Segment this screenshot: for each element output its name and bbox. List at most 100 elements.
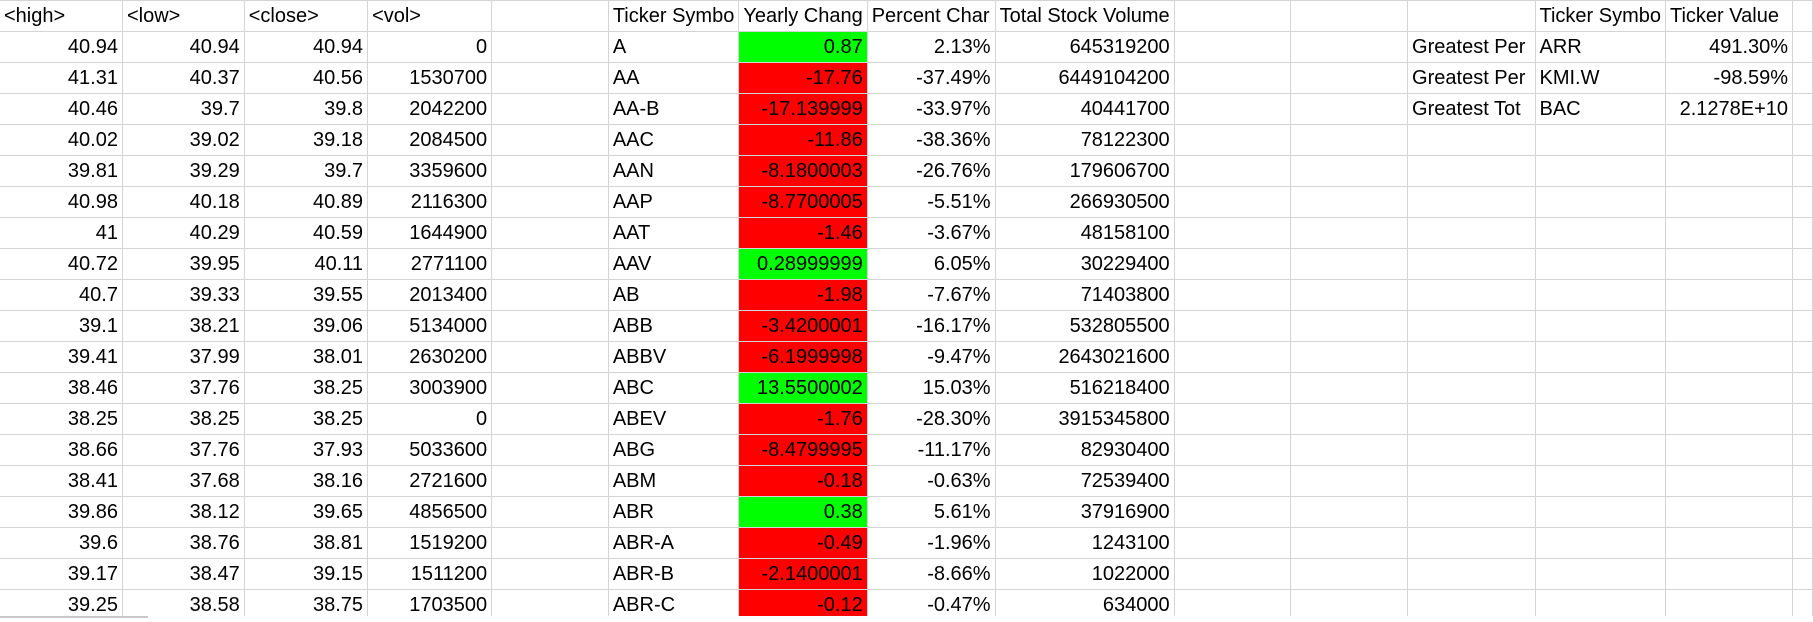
cell-empty[interactable]: [1174, 465, 1292, 497]
cell-total-stock-volume[interactable]: 71403800: [995, 279, 1175, 311]
cell-low[interactable]: 38.25: [122, 403, 245, 435]
cell-high[interactable]: 38.66: [0, 434, 123, 466]
cell-ticker[interactable]: AA: [608, 62, 740, 94]
cell-ticker[interactable]: ABR-C: [608, 589, 740, 621]
cell-total-stock-volume[interactable]: 1243100: [995, 527, 1175, 559]
cell-percent-change[interactable]: 2.13%: [867, 31, 996, 63]
cell-close[interactable]: 40.56: [244, 62, 369, 94]
cell-ticker[interactable]: A: [608, 31, 740, 63]
scrollbar-thumb[interactable]: [0, 616, 148, 618]
cell-low[interactable]: 37.99: [122, 341, 245, 373]
cell-empty[interactable]: [1407, 558, 1536, 590]
cell-empty[interactable]: [1535, 310, 1667, 342]
cell-yearly-change[interactable]: -0.12: [738, 589, 868, 621]
cell-empty[interactable]: [491, 372, 609, 404]
cell-empty[interactable]: [1174, 186, 1292, 218]
cell-empty[interactable]: [1407, 465, 1536, 497]
cell-percent-change[interactable]: -37.49%: [867, 62, 996, 94]
cell-empty[interactable]: [1407, 155, 1536, 187]
cell-empty[interactable]: [1535, 589, 1667, 621]
cell-low[interactable]: 40.94: [122, 31, 245, 63]
header-vol[interactable]: <vol>: [367, 0, 493, 32]
cell-percent-change[interactable]: 5.61%: [867, 496, 996, 528]
cell-empty[interactable]: [1174, 155, 1292, 187]
cell-total-stock-volume[interactable]: 48158100: [995, 217, 1175, 249]
cell-low[interactable]: 37.76: [122, 372, 245, 404]
cell-empty[interactable]: [1290, 217, 1409, 249]
cell-empty[interactable]: [1792, 124, 1813, 156]
cell-empty[interactable]: [1535, 403, 1667, 435]
cell-total-stock-volume[interactable]: 532805500: [995, 310, 1175, 342]
cell-vol[interactable]: 1644900: [367, 217, 493, 249]
cell-yearly-change[interactable]: -17.139999: [738, 93, 868, 125]
cell-empty[interactable]: [1792, 558, 1813, 590]
cell-high[interactable]: 38.41: [0, 465, 123, 497]
cell-empty[interactable]: [1407, 248, 1536, 280]
cell-empty[interactable]: [1792, 217, 1813, 249]
cell-empty[interactable]: [1792, 186, 1813, 218]
cell-percent-change[interactable]: -7.67%: [867, 279, 996, 311]
cell-empty[interactable]: [1535, 527, 1667, 559]
cell-vol[interactable]: 2084500: [367, 124, 493, 156]
cell-empty[interactable]: [491, 527, 609, 559]
cell-empty[interactable]: [1792, 372, 1813, 404]
cell-close[interactable]: 37.93: [244, 434, 369, 466]
cell-low[interactable]: 39.95: [122, 248, 245, 280]
cell-empty[interactable]: [1290, 527, 1409, 559]
cell-vol[interactable]: 0: [367, 403, 493, 435]
cell-empty[interactable]: [1665, 372, 1794, 404]
cell-yearly-change[interactable]: -11.86: [738, 124, 868, 156]
cell-empty[interactable]: [491, 186, 609, 218]
cell-vol[interactable]: 2116300: [367, 186, 493, 218]
cell-empty[interactable]: [1792, 31, 1813, 63]
cell-total-stock-volume[interactable]: 6449104200: [995, 62, 1175, 94]
cell-empty[interactable]: [1665, 527, 1794, 559]
cell-empty[interactable]: [1407, 310, 1536, 342]
cell-empty[interactable]: [491, 217, 609, 249]
cell-total-stock-volume[interactable]: 1022000: [995, 558, 1175, 590]
cell-empty[interactable]: [1535, 217, 1667, 249]
cell-empty[interactable]: [1665, 124, 1794, 156]
cell-close[interactable]: 38.81: [244, 527, 369, 559]
cell-empty[interactable]: [1407, 124, 1536, 156]
cell-percent-change[interactable]: 6.05%: [867, 248, 996, 280]
header-yearly-change[interactable]: Yearly Chang: [738, 0, 868, 32]
cell-low[interactable]: 39.33: [122, 279, 245, 311]
cell-empty[interactable]: [1174, 31, 1292, 63]
cell-empty[interactable]: [1290, 341, 1409, 373]
cell-vol[interactable]: 1519200: [367, 527, 493, 559]
cell-high[interactable]: 39.25: [0, 589, 123, 621]
cell-empty[interactable]: [1174, 372, 1292, 404]
cell-empty[interactable]: [1535, 186, 1667, 218]
cell-empty[interactable]: [1174, 527, 1292, 559]
cell-empty[interactable]: [1174, 279, 1292, 311]
cell-ticker[interactable]: AAC: [608, 124, 740, 156]
cell-empty[interactable]: [1290, 155, 1409, 187]
cell-close[interactable]: 40.94: [244, 31, 369, 63]
cell-high[interactable]: 41.31: [0, 62, 123, 94]
cell-empty[interactable]: [1792, 310, 1813, 342]
cell-empty[interactable]: [1290, 403, 1409, 435]
cell-vol[interactable]: 4856500: [367, 496, 493, 528]
header-low[interactable]: <low>: [122, 0, 245, 32]
cell-summary-value[interactable]: 491.30%: [1665, 31, 1794, 63]
cell-close[interactable]: 40.11: [244, 248, 369, 280]
header-summary-ticker-value[interactable]: Ticker Value: [1665, 0, 1794, 32]
cell-empty[interactable]: [1407, 0, 1536, 32]
cell-empty[interactable]: [1290, 558, 1409, 590]
cell-low[interactable]: 37.76: [122, 434, 245, 466]
cell-high[interactable]: 40.98: [0, 186, 123, 218]
cell-high[interactable]: 39.41: [0, 341, 123, 373]
cell-high[interactable]: 39.86: [0, 496, 123, 528]
cell-vol[interactable]: 5033600: [367, 434, 493, 466]
cell-high[interactable]: 38.25: [0, 403, 123, 435]
cell-empty[interactable]: [1665, 186, 1794, 218]
cell-empty[interactable]: [1665, 434, 1794, 466]
cell-empty[interactable]: [1174, 496, 1292, 528]
cell-vol[interactable]: 2771100: [367, 248, 493, 280]
cell-total-stock-volume[interactable]: 2643021600: [995, 341, 1175, 373]
cell-yearly-change[interactable]: 0.28999999: [738, 248, 868, 280]
cell-empty[interactable]: [1792, 62, 1813, 94]
cell-empty[interactable]: [491, 558, 609, 590]
cell-total-stock-volume[interactable]: 40441700: [995, 93, 1175, 125]
